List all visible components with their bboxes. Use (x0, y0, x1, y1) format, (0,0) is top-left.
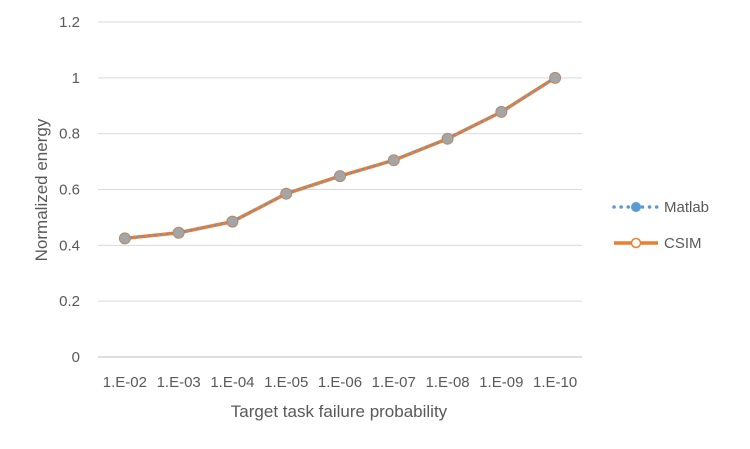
x-tick-label: 1.E-02 (103, 374, 147, 391)
y-tick-label: 0.8 (59, 126, 80, 143)
x-tick-label: 1.E-03 (157, 374, 201, 391)
legend-item-csim: CSIM (614, 235, 702, 252)
y-tick-label: 0.6 (59, 182, 80, 199)
legend-swatch-matlab-marker (631, 202, 641, 212)
x-axis-title: Target task failure probability (231, 402, 448, 421)
y-tick-label: 1.2 (59, 14, 80, 31)
series-lines (123, 76, 557, 241)
series-markers (118, 71, 562, 245)
data-point (118, 232, 131, 245)
y-tick-label: 1 (72, 70, 80, 87)
y-axis-title: Normalized energy (32, 118, 51, 261)
x-tick-labels: 1.E-02 1.E-03 1.E-04 1.E-05 1.E-06 1.E-07 1.E-… (103, 374, 577, 391)
x-tick-label: 1.E-04 (210, 374, 254, 391)
x-tick-label: 1.E-07 (372, 374, 416, 391)
legend-item-matlab: Matlab (612, 199, 709, 216)
y-tick-label: 0.4 (59, 237, 80, 254)
x-tick-label: 1.E-05 (264, 374, 308, 391)
data-point (387, 154, 400, 167)
legend: Matlab CSIM (612, 199, 709, 252)
y-tick-label: 0.2 (59, 293, 80, 310)
series-line-csim (123, 76, 557, 241)
data-point (441, 132, 454, 145)
y-tick-label: 0 (72, 349, 80, 366)
data-point (172, 226, 185, 239)
x-tick-label: 1.E-10 (533, 374, 577, 391)
data-point (226, 215, 239, 228)
legend-label-csim: CSIM (664, 235, 702, 252)
data-point (280, 187, 293, 200)
x-tick-label: 1.E-06 (318, 374, 362, 391)
data-point (549, 71, 562, 84)
data-point (495, 105, 508, 118)
y-tick-labels: 0 0.2 0.4 0.6 0.8 1 1.2 (59, 14, 80, 366)
gridlines (98, 21, 582, 358)
series-line-matlab (123, 76, 557, 240)
x-tick-label: 1.E-08 (425, 374, 469, 391)
x-tick-label: 1.E-09 (479, 374, 523, 391)
data-point (334, 170, 346, 183)
legend-label-matlab: Matlab (664, 199, 709, 216)
legend-swatch-csim-marker (630, 237, 642, 249)
